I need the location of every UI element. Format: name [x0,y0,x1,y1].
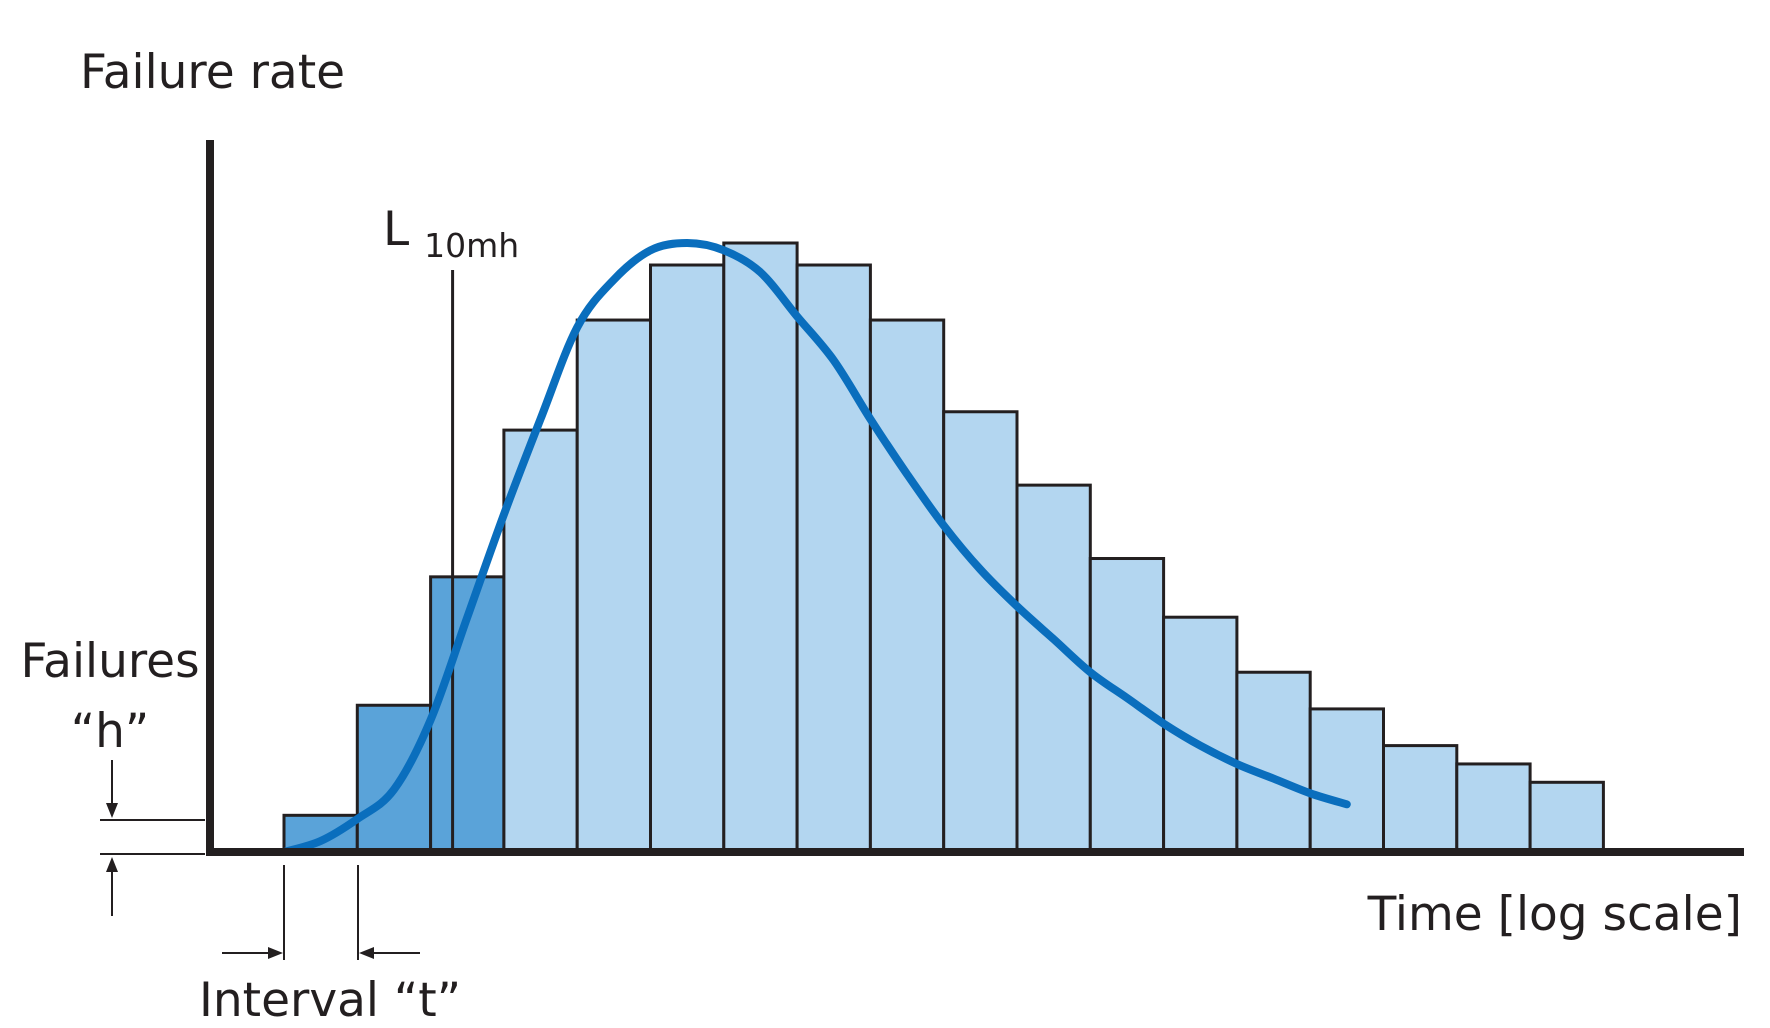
height-arrow-top-head [106,803,118,818]
failures-h-label: Failures [20,634,199,689]
interval-arrow-right-head [359,947,374,959]
failures-h-symbol: “h” [71,704,150,759]
l10-label: L 10mh [383,202,519,265]
bar-10 [942,410,1019,854]
bar-6 [649,263,726,854]
y-axis-label: Failure rate [80,45,345,100]
bar-8 [795,263,872,854]
bar-9 [868,318,946,854]
bar-7 [722,241,799,854]
bar-5 [575,318,653,854]
bar-2 [355,703,433,854]
bar-15 [1308,707,1385,854]
bar-16 [1382,744,1459,854]
interval-arrow-left-head [268,947,283,959]
interval-dimension [222,865,420,960]
distribution-curve [280,238,1351,856]
bar-17 [1455,762,1532,854]
l10-label-main: L [383,202,409,257]
x-axis-label: Time [log scale] [1367,887,1742,942]
interval-t-label: Interval “t” [199,973,461,1028]
bar-14 [1235,670,1312,854]
bar-12 [1088,557,1166,854]
bar-11 [1015,483,1092,854]
l10-label-sub: 10mh [424,226,519,265]
height-dimension [100,760,205,916]
height-arrow-bottom-head [106,857,118,872]
bar-18 [1528,780,1605,854]
histogram-bars [282,241,1605,854]
